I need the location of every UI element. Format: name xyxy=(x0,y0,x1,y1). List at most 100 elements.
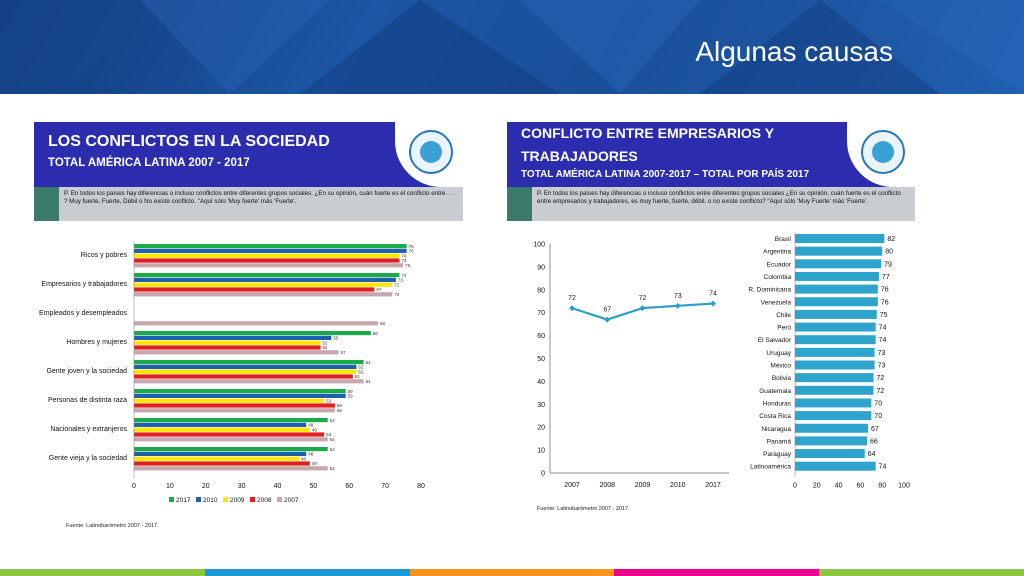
left-question-text: P. En todos los países hay diferencias o… xyxy=(64,190,454,206)
slide-title: Algunas causas xyxy=(695,36,893,67)
bar-value-label: 76 xyxy=(881,287,889,294)
legend-label: 2009 xyxy=(230,497,245,504)
bar-value-label: 53 xyxy=(326,398,332,403)
data-point xyxy=(639,305,646,312)
footer-color-segment xyxy=(0,569,205,576)
bar xyxy=(134,350,339,355)
x-tick-label: 2008 xyxy=(599,482,615,489)
y-tick-label: 100 xyxy=(533,242,545,249)
country-label: R. Dominicana xyxy=(748,287,791,294)
x-tick-label: 2009 xyxy=(635,482,651,489)
bar xyxy=(134,331,371,336)
x-tick-label: 60 xyxy=(857,482,865,489)
x-tick-label: 50 xyxy=(309,483,317,490)
bar-value-label: 54 xyxy=(330,418,336,423)
x-tick-label: 2017 xyxy=(705,482,721,489)
bar-value-label: 56 xyxy=(337,403,343,408)
country-label: Ecuador xyxy=(767,261,792,268)
left-source-note: Fuente: Latinobarómetro 2007 - 2017. xyxy=(66,523,159,529)
bar xyxy=(134,258,400,263)
bar-value-label: 64 xyxy=(366,379,372,384)
bar xyxy=(795,411,872,421)
bar xyxy=(795,234,885,243)
right-panel-title-2: TRABAJADORES xyxy=(521,148,638,164)
bar-value-label: 66 xyxy=(870,438,878,445)
bar-value-label: 74 xyxy=(879,337,887,344)
bar-value-label: 72 xyxy=(394,292,400,297)
left-panel: LOS CONFLICTOS EN LA SOCIEDAD TOTAL AMÉR… xyxy=(34,122,463,532)
bar xyxy=(134,248,407,253)
country-label: Costa Rica xyxy=(759,413,791,420)
legend-swatch xyxy=(169,497,174,502)
country-label: Chile xyxy=(776,312,791,319)
data-point xyxy=(604,316,611,323)
right-source-note: Fuente: Latinobarómetro 2007 - 2017. xyxy=(537,506,630,512)
bar-value-label: 66 xyxy=(373,331,379,336)
bar-value-label: 77 xyxy=(882,274,890,281)
question-marker xyxy=(34,187,59,221)
bar xyxy=(795,436,867,446)
bar xyxy=(795,360,875,370)
y-tick-label: 10 xyxy=(537,448,545,455)
bar-value-label: 54 xyxy=(330,437,336,442)
y-tick-label: 80 xyxy=(537,287,545,294)
country-label: El Salvador xyxy=(758,337,792,344)
bar xyxy=(795,449,865,459)
y-tick-label: 50 xyxy=(537,356,545,363)
bar xyxy=(795,385,874,395)
bar-value-label: 64 xyxy=(366,360,372,365)
x-tick-label: 20 xyxy=(813,482,821,489)
footer-color-segment xyxy=(819,569,1024,576)
right-panel: CONFLICTO ENTRE EMPRESARIOS Y TRABAJADOR… xyxy=(507,122,915,524)
country-label: Colombia xyxy=(764,274,792,281)
bar xyxy=(134,321,378,326)
bar-value-label: 54 xyxy=(330,466,336,471)
bar-value-label: 72 xyxy=(876,388,884,395)
bar-value-label: 56 xyxy=(337,408,343,413)
x-tick-label: 30 xyxy=(238,483,246,490)
header-banner: Algunas causas xyxy=(0,0,1024,94)
bar xyxy=(134,461,310,466)
category-label: Empresarios y trabajadores xyxy=(41,281,127,288)
country-label: Perú xyxy=(777,325,791,332)
left-question-box: P. En todos los países hay diferencias o… xyxy=(34,187,463,221)
bar-value-label: 67 xyxy=(871,426,879,433)
bar xyxy=(134,403,335,408)
country-bar-chart: Brasil 82 Argentina 80 Ecuador 79 Colombia 77 R.… xyxy=(748,232,910,489)
category-label: Gente vieja y la sociedad xyxy=(49,455,127,462)
bar xyxy=(134,379,364,384)
bar xyxy=(134,364,357,369)
country-label: Guatemala xyxy=(759,388,791,395)
x-tick-label: 100 xyxy=(898,482,910,489)
line-chart: 0 10 20 30 40 50 60 70 80 90 100 2007 2008 2009 2010 20… xyxy=(533,242,729,489)
category-label: Empleados y desempleados xyxy=(39,310,127,317)
x-tick-label: 2010 xyxy=(670,482,686,489)
bar xyxy=(134,466,328,471)
bar-value-label: 74 xyxy=(401,253,407,258)
bar-value-label: 52 xyxy=(323,340,329,345)
x-tick-label: 0 xyxy=(132,483,136,490)
left-panel-subtitle: TOTAL AMÉRICA LATINA 2007 - 2017 xyxy=(48,157,250,169)
bar xyxy=(134,335,332,340)
x-tick-label: 60 xyxy=(345,483,353,490)
bar-value-label: 62 xyxy=(358,369,364,374)
category-label: Hombres y mujeres xyxy=(66,339,127,346)
bar-value-label: 73 xyxy=(398,278,404,283)
latinobarometro-logo xyxy=(395,122,463,187)
bar xyxy=(134,451,307,456)
bar-value-label: 49 xyxy=(312,461,318,466)
category-label: Nacionales y extranjeros xyxy=(50,426,127,433)
x-tick-label: 80 xyxy=(878,482,886,489)
bar xyxy=(795,335,876,345)
bar xyxy=(134,244,407,249)
data-label: 74 xyxy=(709,291,717,298)
y-tick-label: 20 xyxy=(537,425,545,432)
bar-value-label: 72 xyxy=(876,375,884,382)
bar xyxy=(134,447,328,452)
x-tick-label: 40 xyxy=(835,482,843,489)
data-point xyxy=(569,305,575,312)
bar xyxy=(134,398,325,403)
country-label: Honduras xyxy=(763,400,792,407)
y-tick-label: 60 xyxy=(537,333,545,340)
